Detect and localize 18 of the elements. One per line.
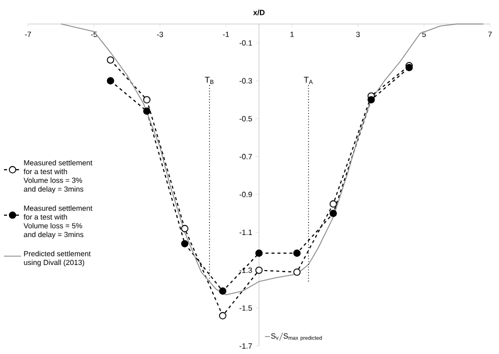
point [255, 250, 263, 257]
point [255, 266, 263, 274]
point [181, 240, 188, 248]
point [106, 77, 114, 84]
point [219, 287, 226, 295]
point [143, 96, 150, 104]
point [181, 224, 188, 232]
point [143, 107, 150, 115]
point [293, 268, 301, 276]
point [330, 200, 337, 208]
point [368, 96, 375, 104]
ref-line-label: T$_{A}$ [304, 76, 313, 84]
point [293, 250, 301, 257]
y-axis-title: $-\mathrm{S}_{\mathrm{v}}/\mathrm{S}_{\mathrm{max}\;\mathrm{predicted}}$ [264, 332, 322, 341]
ref-line-label: T$_{B}$ [204, 76, 214, 84]
point [106, 56, 114, 64]
point [219, 312, 226, 320]
point [330, 210, 337, 218]
